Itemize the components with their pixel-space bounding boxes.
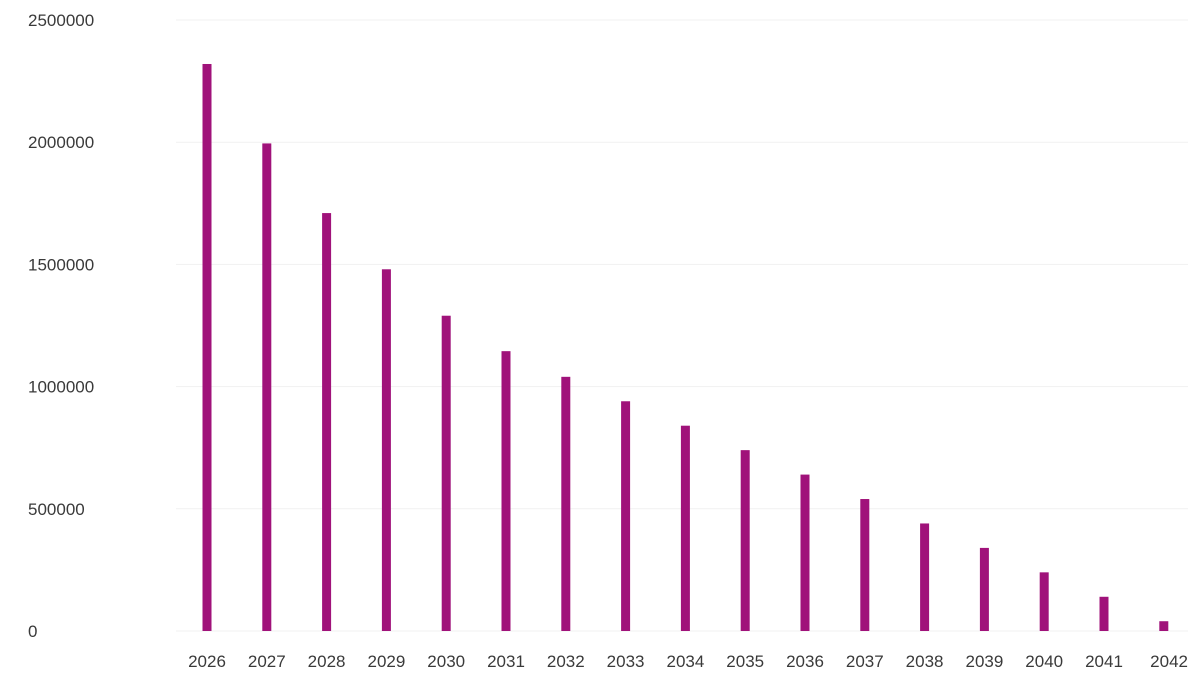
- bar-2042: [1159, 621, 1169, 631]
- x-tick-label-2029: 2029: [367, 652, 405, 671]
- x-tick-label-2040: 2040: [1025, 652, 1063, 671]
- y-tick-label: 0: [28, 622, 37, 641]
- bar-2040: [1039, 572, 1049, 631]
- bar-2038: [920, 523, 930, 631]
- bars: [202, 63, 1169, 632]
- x-tick-label-2035: 2035: [726, 652, 764, 671]
- bar-2029: [381, 269, 391, 631]
- y-tick-label: 2500000: [28, 11, 94, 30]
- bar-2039: [979, 547, 989, 631]
- bar-2028: [322, 213, 332, 632]
- x-tick-label-2027: 2027: [248, 652, 286, 671]
- bar-2026: [202, 63, 212, 631]
- x-tick-label-2030: 2030: [427, 652, 465, 671]
- bar-2032: [561, 376, 571, 631]
- y-tick-label: 1500000: [28, 255, 94, 274]
- bar-2036: [800, 474, 810, 631]
- x-tick-label-2039: 2039: [965, 652, 1003, 671]
- x-axis: 2026 2027 2028 2029 2030 2031 2032 2033 2034 2035…: [188, 652, 1188, 671]
- x-tick-label-2037: 2037: [846, 652, 884, 671]
- x-tick-label-2042: 2042: [1150, 652, 1188, 671]
- x-tick-label-2031: 2031: [487, 652, 525, 671]
- grid-lines: [176, 19, 1188, 632]
- bar-2034: [680, 425, 690, 631]
- bar-2027: [262, 143, 272, 631]
- y-tick-label: 500000: [28, 500, 85, 519]
- x-tick-label-2028: 2028: [308, 652, 346, 671]
- x-tick-label-2026: 2026: [188, 652, 226, 671]
- bar-2033: [621, 401, 631, 631]
- y-tick-label: 1000000: [28, 378, 94, 397]
- x-tick-label-2033: 2033: [607, 652, 645, 671]
- x-tick-label-2036: 2036: [786, 652, 824, 671]
- bar-2035: [740, 450, 750, 631]
- x-tick-label-2032: 2032: [547, 652, 585, 671]
- bar-2041: [1099, 596, 1109, 631]
- x-tick-label-2034: 2034: [666, 652, 704, 671]
- y-tick-label: 2000000: [28, 133, 94, 152]
- y-axis: 0 500000 1000000 1500000 2000000 2500000: [28, 11, 94, 641]
- x-tick-label-2041: 2041: [1085, 652, 1123, 671]
- x-tick-label-2038: 2038: [906, 652, 944, 671]
- bar-2031: [501, 351, 511, 631]
- bar-2037: [860, 499, 870, 631]
- bar-2030: [441, 315, 451, 631]
